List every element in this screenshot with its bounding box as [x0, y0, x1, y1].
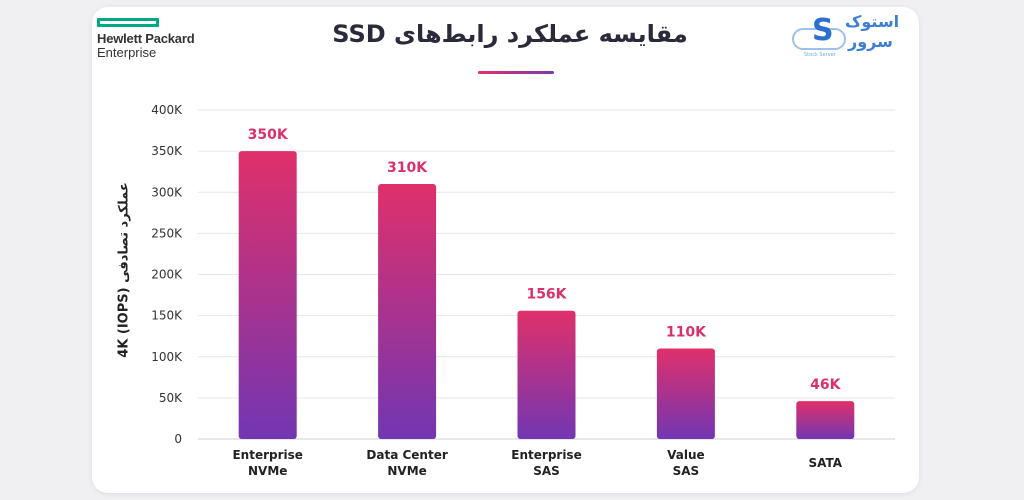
y-tick-label: 250K — [151, 226, 183, 240]
bar — [796, 401, 855, 439]
hpe-logo: Hewlett Packard Enterprise — [97, 15, 207, 65]
bar — [378, 184, 437, 439]
title-underline — [478, 71, 554, 74]
value-label: 46K — [810, 377, 841, 393]
y-tick-label: 350K — [151, 144, 183, 158]
y-tick-label: 400K — [151, 103, 183, 117]
cloud-icon — [792, 28, 846, 50]
x-tick-label: NVMe — [248, 464, 287, 478]
x-tick-label: Enterprise — [511, 448, 581, 462]
chart-title: مقایسه عملکرد رابط‌های SSD — [332, 20, 688, 48]
x-tick-label: Value — [667, 448, 705, 462]
brand-name-line2: سرور — [848, 32, 893, 51]
hpe-logo-line1: Hewlett Packard — [97, 31, 195, 46]
bar — [238, 151, 297, 439]
y-tick-label: 150K — [151, 309, 183, 323]
y-tick-label: 50K — [159, 391, 183, 405]
value-label: 350K — [248, 127, 289, 143]
brand-name-line1: استوک — [845, 12, 900, 31]
chart-card — [92, 7, 919, 493]
x-tick-label: SATA — [809, 456, 843, 470]
x-tick-label: SAS — [533, 464, 560, 478]
y-tick-label: 100K — [151, 350, 183, 364]
y-tick-label: 300K — [151, 185, 183, 199]
y-tick-label: 200K — [151, 268, 183, 282]
value-label: 310K — [387, 160, 428, 176]
value-label: 110K — [666, 325, 707, 341]
brand-subtitle: Stock Server — [804, 52, 836, 58]
x-tick-label: SAS — [673, 464, 700, 478]
hpe-logo-mark — [97, 18, 159, 27]
x-tick-label: Enterprise — [232, 448, 302, 462]
stock-server-logo: S استوک سرور Stock Server — [790, 12, 915, 62]
bar — [517, 310, 576, 439]
value-label: 156K — [526, 287, 567, 303]
x-tick-label: Data Center — [366, 448, 447, 462]
x-tick-label: NVMe — [387, 464, 426, 478]
bar — [656, 348, 715, 439]
y-tick-label: 0 — [174, 432, 182, 446]
brand-s-icon: S — [812, 13, 834, 48]
hpe-logo-line2: Enterprise — [97, 45, 157, 60]
